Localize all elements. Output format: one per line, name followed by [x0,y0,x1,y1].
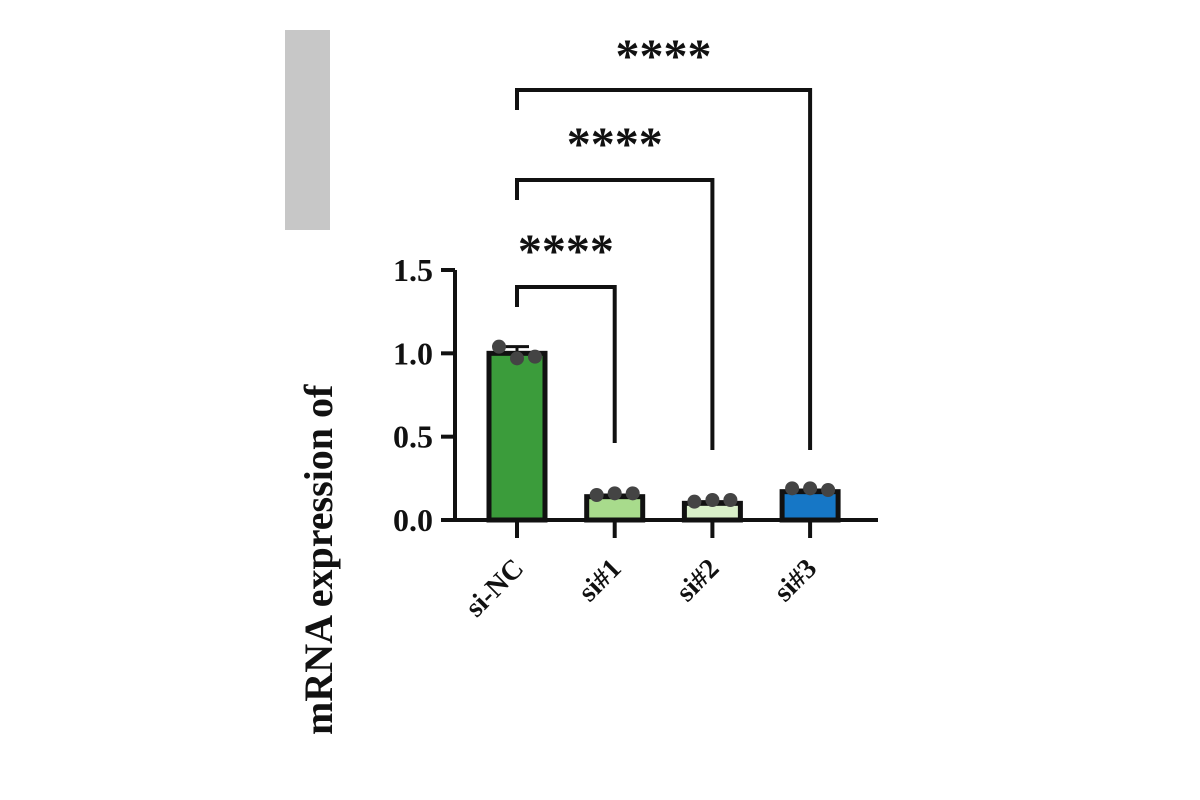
data-point [785,481,800,496]
significance-label: **** [518,225,614,278]
data-point [528,349,542,364]
y-axis-label: mRNA expression of [296,384,341,735]
data-point [723,493,738,507]
data-point [510,351,524,366]
significance-bracket [515,88,813,450]
y-tick-label: 0.5 [393,419,433,455]
bar [486,350,548,523]
x-tick-label: si#2 [670,553,725,608]
data-point [607,486,622,501]
data-point [687,494,702,509]
x-tick-label: si#3 [768,553,823,608]
x-tick-label: si-NC [460,553,530,623]
x-tick-label: si#1 [573,553,628,608]
y-tick-label: 1.5 [393,252,433,288]
data-point [705,493,720,507]
data-point [803,481,818,496]
pixelation [285,30,330,230]
significance-label: **** [616,30,712,83]
data-point [589,488,604,502]
y-tick-label: 0.0 [393,502,433,538]
data-point [821,483,836,497]
significance-label: **** [567,118,663,171]
y-tick-label: 1.0 [393,335,433,371]
blurred-label [285,30,330,230]
data-point [625,486,640,501]
significance-bracket [515,285,617,443]
data-point [492,339,506,354]
significance-bracket [515,178,715,450]
